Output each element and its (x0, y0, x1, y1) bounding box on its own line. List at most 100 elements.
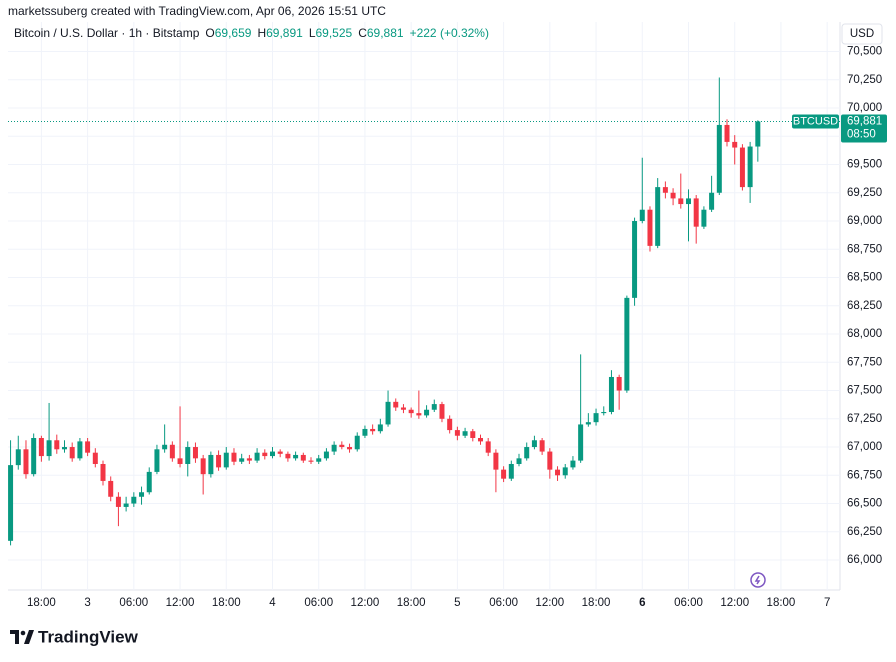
candle-body (216, 454, 222, 468)
candle-body (300, 454, 306, 461)
candle-body (601, 412, 607, 414)
candle-body (539, 440, 545, 452)
candle-body (693, 198, 699, 227)
candle-body (239, 458, 245, 462)
candle-body (516, 458, 522, 464)
y-tick-label: 69,250 (847, 187, 882, 199)
candle-body (747, 146, 753, 188)
candle-body (123, 503, 129, 507)
candle-body (585, 422, 591, 425)
x-tick-label: 7 (824, 597, 830, 609)
candle-body (624, 297, 630, 391)
candle-body (547, 451, 553, 470)
x-tick-label: 5 (454, 597, 460, 609)
candle-body (470, 431, 476, 438)
candle-body (31, 437, 37, 475)
y-tick-label: 70,500 (847, 46, 882, 58)
candle-body (608, 376, 614, 413)
y-tick-label: 68,750 (847, 243, 882, 255)
x-tick-label: 3 (84, 597, 90, 609)
x-tick-label: 18:00 (212, 597, 241, 609)
candle-body (555, 469, 561, 476)
last-price-box (841, 114, 887, 143)
candle-body (293, 454, 299, 459)
candle-body (662, 187, 668, 193)
candle-body (269, 451, 275, 457)
ohlc-label: C (358, 26, 367, 40)
candle-body (131, 496, 137, 504)
ohlc-label: O (205, 26, 214, 40)
candle-body (23, 449, 29, 475)
candle-body (331, 444, 337, 452)
candle-body (162, 444, 168, 450)
candle-body (424, 409, 430, 416)
candle-body (208, 454, 214, 475)
candle-body (185, 447, 191, 464)
grid: 66,000 66,250 66,500 66,750 67,000 67,250 67,5… (8, 22, 882, 609)
candle-body (709, 192, 715, 210)
currency[interactable]: USD (850, 28, 874, 40)
candle-body (77, 441, 83, 459)
candle-body (454, 430, 460, 436)
candle-body (493, 452, 499, 470)
y-tick-label: 68,500 (847, 272, 882, 284)
ohlc-value: 69,525 (316, 26, 353, 40)
candle-body (146, 471, 152, 493)
logo-dot (20, 630, 26, 636)
x-tick-label: 06:00 (674, 597, 703, 609)
candle-body (562, 467, 568, 476)
y-tick-label: 68,000 (847, 328, 882, 340)
ohlc-label: H (257, 26, 266, 40)
x-tick-label: 12:00 (351, 597, 380, 609)
y-tick-label: 66,000 (847, 554, 882, 566)
currency-button[interactable] (841, 23, 883, 45)
candle-body (593, 413, 599, 423)
candle-body (8, 465, 14, 541)
candle-body (685, 198, 691, 205)
candle-body (285, 453, 291, 459)
candle-body (377, 424, 383, 432)
candle-body (501, 469, 507, 479)
candle-body (54, 440, 60, 450)
y-tick-label: 69,500 (847, 159, 882, 171)
candle-body (69, 447, 75, 459)
candle-body (655, 187, 661, 246)
candle-body (385, 401, 391, 425)
candle-body (154, 449, 160, 472)
x-tick-label: 06:00 (119, 597, 148, 609)
y-tick-label: 69,000 (847, 215, 882, 227)
candle-body (139, 492, 145, 497)
candle-body (46, 440, 52, 457)
candle-body (485, 441, 491, 453)
y-tick-label: 67,000 (847, 441, 882, 453)
icon-bolt (754, 575, 761, 585)
candle-body (354, 435, 360, 450)
candle-body (262, 452, 268, 457)
x-tick-label: 06:00 (489, 597, 518, 609)
y-tick-label: 70,250 (847, 74, 882, 86)
candle-body (531, 440, 537, 448)
candle-body (732, 141, 738, 148)
symbol-tag: BTCUSD (793, 115, 838, 127)
y-tick-label: 66,500 (847, 498, 882, 510)
candle-body (370, 428, 376, 432)
candle-body (393, 401, 399, 408)
candle-body (15, 449, 21, 466)
x-tick-label: 12:00 (166, 597, 195, 609)
y-tick-label: 66,750 (847, 469, 882, 481)
symbol: Bitcoin / U.S. Dollar · 1h · Bitstamp (14, 26, 200, 40)
logo-text: TradingView (38, 627, 139, 646)
candle-body (61, 447, 67, 450)
candle-body (254, 452, 260, 461)
ohlc-value: 69,659 (215, 26, 252, 40)
logo-shape (24, 630, 34, 644)
lightning-icon[interactable] (750, 572, 766, 588)
candle-body (362, 428, 368, 436)
candle-body (755, 121, 761, 147)
legend: Bitcoin / U.S. Dollar · 1h · Bitstamp O69… (14, 26, 489, 40)
candle-body (739, 147, 745, 188)
candle-body (524, 447, 530, 459)
